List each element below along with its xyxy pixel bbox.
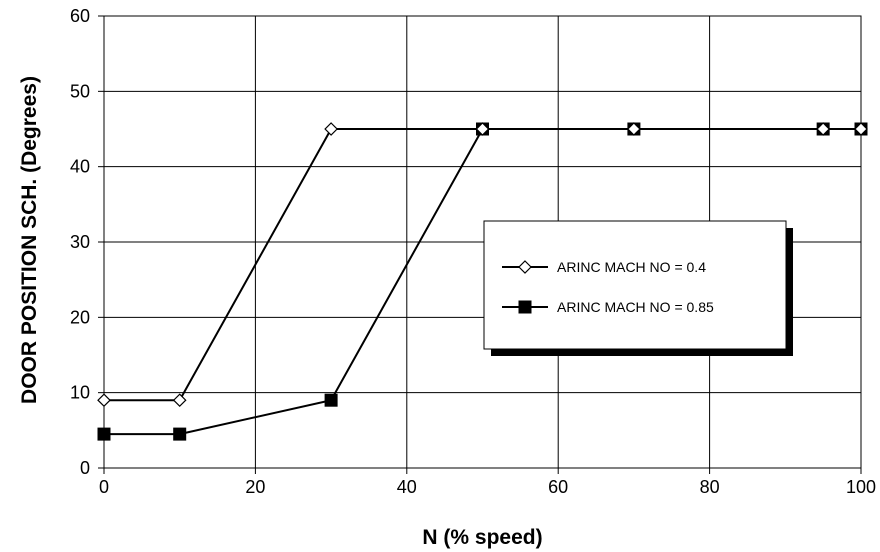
legend-box	[483, 220, 787, 350]
series-1-point	[475, 122, 490, 136]
series-2-point	[97, 427, 111, 441]
y-tick-label: 30	[70, 232, 90, 252]
series-2-point	[324, 393, 338, 407]
y-tick-label: 50	[70, 81, 90, 101]
x-tick-label: 40	[397, 477, 417, 497]
x-tick-label: 20	[245, 477, 265, 497]
y-axis-title: DOOR POSITION SCH. (Degrees)	[18, 76, 41, 404]
legend-label-2: ARINC MACH NO = 0.85	[557, 299, 714, 315]
x-tick-label: 100	[846, 477, 876, 497]
legend: ARINC MACH NO = 0.4 ARINC MACH NO = 0.85	[483, 220, 793, 356]
series-1-point	[854, 122, 868, 136]
x-axis-title: N (% speed)	[422, 526, 542, 549]
x-tick-label: 60	[548, 477, 568, 497]
series-1-point	[816, 122, 830, 136]
axis-ticks: 0 20 40 60 80 100 0 10 20 30 40 50 60	[70, 6, 876, 497]
grid-lines	[104, 16, 861, 468]
y-tick-label: 10	[70, 383, 90, 403]
series-1-point	[324, 122, 338, 136]
series-markers	[97, 122, 868, 441]
x-tick-label: 0	[99, 477, 109, 497]
y-tick-label: 0	[80, 458, 90, 478]
legend-marker-1	[518, 260, 532, 274]
y-tick-label: 60	[70, 6, 90, 26]
x-tick-label: 80	[700, 477, 720, 497]
series-1-point	[627, 122, 641, 136]
series-2-point	[173, 427, 187, 441]
series-1-point	[172, 393, 187, 408]
y-tick-label: 20	[70, 307, 90, 327]
y-tick-label: 40	[70, 157, 90, 177]
legend-marker-2	[518, 300, 532, 314]
legend-label-1: ARINC MACH NO = 0.4	[557, 259, 706, 275]
series-1-point	[97, 393, 111, 408]
